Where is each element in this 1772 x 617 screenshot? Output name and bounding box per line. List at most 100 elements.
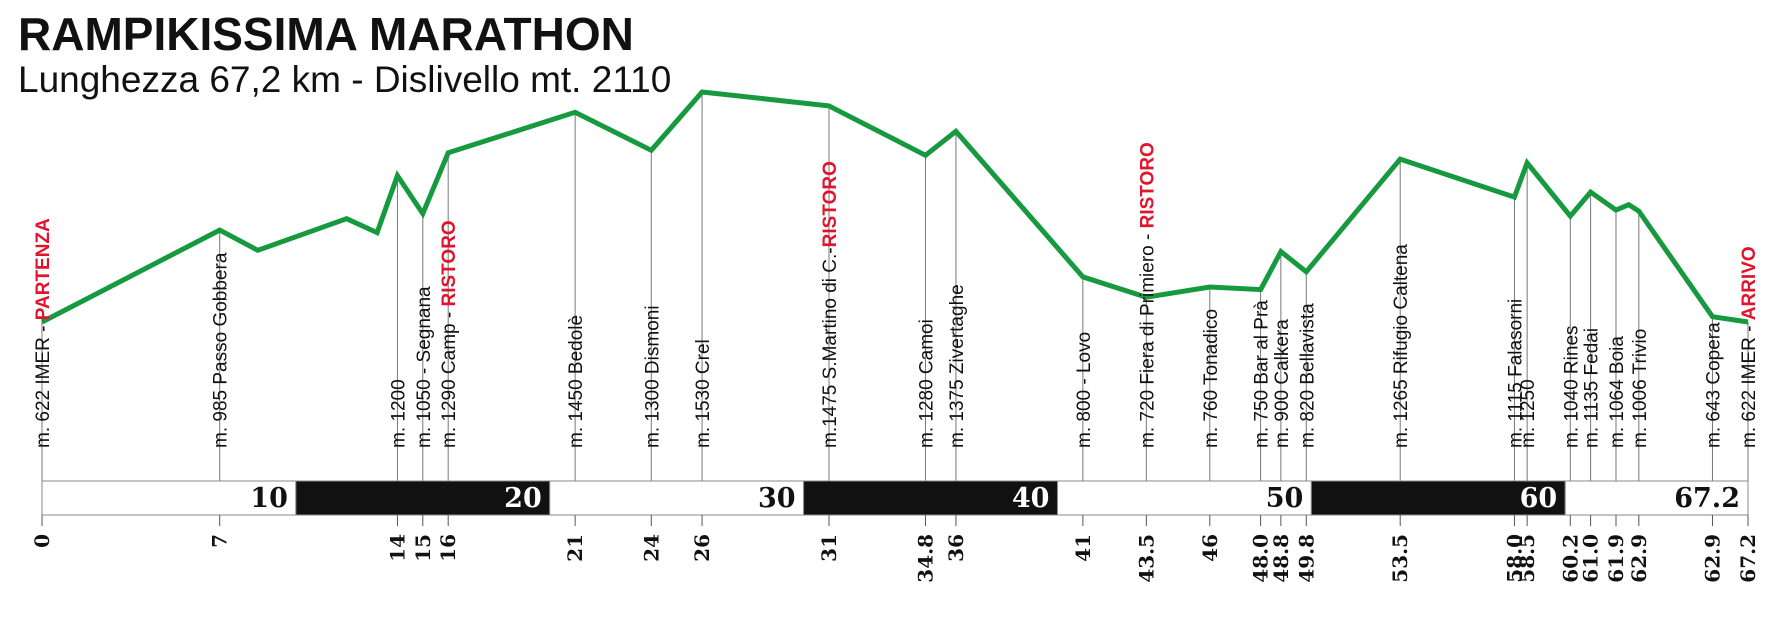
distance-tick-label: 0 [30, 534, 54, 548]
waypoint-name: m.1475 S.Martino di C.- [820, 247, 841, 448]
waypoint-label: m. 1450 Bedolè [566, 315, 587, 448]
distance-tick-label: 62.9 [1700, 534, 1724, 583]
waypoint-name: m. 985 Passo Gobbera [211, 252, 232, 448]
waypoint-name: m. 1530 Crel [693, 339, 714, 448]
waypoint-name: m. 1290 Camp - [439, 307, 460, 449]
waypoint-name: m. 1006 Trivio [1630, 329, 1651, 448]
elevation-line [40, 89, 1749, 325]
chart-title: RAMPIKISSIMA MARATHON [18, 8, 634, 60]
waypoint-name: m. 1115 Falasorni [1505, 299, 1526, 448]
scale-bar-label: 60 [1520, 483, 1558, 514]
scale-bar-segment [549, 480, 805, 516]
waypoint-label: m.1475 S.Martino di C.-RISTORO [820, 161, 841, 448]
waypoint-label: m. 900 Calkera [1272, 319, 1293, 448]
distance-tick-label: 61.0 [1579, 534, 1603, 583]
scale-bar-label: 50 [1266, 483, 1304, 514]
waypoint-label: m. 1135 Fedai [1582, 328, 1603, 448]
scale-bar-label: 10 [250, 483, 288, 514]
waypoint-name: m. 1300 Dismoni [642, 305, 663, 448]
scale-bar-segment [41, 480, 297, 516]
distance-tick-label: 46 [1198, 534, 1222, 562]
waypoint-name: m. 622 IMER - [1739, 320, 1760, 448]
scale-bar-segment [295, 480, 551, 516]
waypoint-name: m. 1375 Zivertaghe [947, 284, 968, 448]
distance-tick-label: 53.5 [1388, 534, 1412, 583]
waypoint-label: m. 1200 [388, 379, 409, 448]
scale-bar-segment [1564, 480, 1749, 516]
elevation-profile [40, 89, 1749, 325]
waypoint-tag: RISTORO [1137, 142, 1158, 228]
distance-scale-bar: 10 20 30 40 50 60 67.2 [41, 480, 1749, 516]
waypoint-tag: ARRIVO [1739, 246, 1760, 320]
waypoint-label: m. 1040 Rines [1561, 325, 1582, 448]
distance-tick-label: 48.8 [1269, 534, 1293, 583]
distance-ticks: 0 7 14 15 16 21 24 26 31 34.8 36 41 43.5 46 48.048.8 49… [30, 515, 1760, 583]
distance-tick-label: 49.8 [1294, 534, 1318, 583]
waypoint-name: m. 643 Copera [1703, 322, 1724, 448]
waypoint-label: m. 750 Bar al Prà [1252, 300, 1273, 448]
scale-bar-label: 20 [504, 483, 542, 514]
distance-tick-label: 15 [411, 534, 435, 562]
chart-subtitle: Lunghezza 67,2 km - Dislivello mt. 2110 [18, 59, 671, 100]
waypoint-name: m. 622 IMER - [33, 320, 54, 448]
waypoint-label: m. 1064 Boia [1607, 336, 1628, 448]
waypoint-guides [41, 92, 1749, 481]
waypoint-label: m. 622 IMER - ARRIVO [1739, 246, 1760, 448]
waypoint-label: m. 1115 Falasorni [1505, 299, 1526, 448]
scale-bar-label: 67.2 [1674, 483, 1740, 514]
waypoint-tag: PARTENZA [33, 218, 54, 320]
waypoint-label: m. 622 IMER - PARTENZA [33, 218, 54, 448]
distance-tick-label: 43.5 [1134, 534, 1158, 583]
waypoint-label: m. 720 Fiera di Primiero - RISTORO [1137, 142, 1158, 448]
waypoint-name: m. 1200 [388, 379, 409, 448]
distance-tick-label: 24 [639, 534, 663, 562]
distance-tick-label: 21 [563, 534, 587, 562]
distance-tick-label: 41 [1071, 534, 1095, 562]
distance-tick-label: 34.8 [913, 534, 937, 583]
waypoint-name: m. 750 Bar al Prà [1252, 300, 1273, 448]
waypoint-label: m. 1250 [1518, 379, 1539, 448]
waypoint-name: m. 1050 - Segnana [414, 286, 435, 448]
distance-tick-label: 48.0 [1249, 534, 1273, 583]
distance-tick-label: 36 [944, 534, 968, 562]
waypoint-name: m. 900 Calkera [1272, 319, 1293, 448]
waypoint-name: m. 1135 Fedai [1582, 328, 1603, 448]
distance-tick-label: 62.9 [1627, 534, 1651, 583]
waypoint-name: m. 1064 Boia [1607, 336, 1628, 448]
waypoint-label: m. 1375 Zivertaghe [947, 284, 968, 448]
waypoint-name: m. 760 Tonadico [1201, 309, 1222, 448]
waypoint-name: m. 1265 Rifugio Caltena [1391, 244, 1412, 448]
waypoint-labels: m. 622 IMER - PARTENZA m. 985 Passo Gobbe… [33, 142, 1760, 448]
distance-tick-label: 58.0 [1502, 534, 1526, 583]
distance-tick-label: 31 [817, 534, 841, 562]
waypoint-label: m. 1050 - Segnana [414, 286, 435, 448]
waypoint-label: m. 820 Bellavista [1297, 303, 1318, 448]
waypoint-tag: RISTORO [820, 161, 841, 247]
waypoint-name: m. 1280 Camoi [916, 319, 937, 448]
waypoint-label: m. 1280 Camoi [916, 319, 937, 448]
waypoint-label: m. 1530 Crel [693, 339, 714, 448]
waypoint-label: m. 1300 Dismoni [642, 305, 663, 448]
distance-tick-label: 26 [690, 534, 714, 562]
distance-tick-label: 7 [208, 534, 232, 548]
scale-bar-segment [1310, 480, 1566, 516]
waypoint-label: m. 760 Tonadico [1201, 309, 1222, 448]
waypoint-name: m. 800 - Lovo [1074, 332, 1095, 448]
waypoint-label: m. 1290 Camp - RISTORO [439, 220, 460, 448]
waypoint-label: m. 800 - Lovo [1074, 332, 1095, 448]
distance-tick-label: 61.9 [1604, 534, 1628, 583]
waypoint-label: m. 1006 Trivio [1630, 329, 1651, 448]
scale-bar-label: 30 [758, 483, 796, 514]
distance-tick-label: 16 [436, 534, 460, 562]
scale-bar-label: 40 [1012, 483, 1050, 514]
waypoint-label: m. 1265 Rifugio Caltena [1391, 244, 1412, 448]
waypoint-label: m. 643 Copera [1703, 322, 1724, 448]
distance-tick-label: 58.5 [1515, 534, 1539, 583]
distance-tick-label: 14 [385, 534, 409, 562]
waypoint-tag: RISTORO [439, 220, 460, 306]
waypoint-name: m. 720 Fiera di Primiero - [1137, 228, 1158, 448]
waypoint-name: m. 1040 Rines [1561, 325, 1582, 448]
waypoint-name: m. 1250 [1518, 379, 1539, 448]
distance-tick-label: 67.2 [1736, 534, 1760, 583]
